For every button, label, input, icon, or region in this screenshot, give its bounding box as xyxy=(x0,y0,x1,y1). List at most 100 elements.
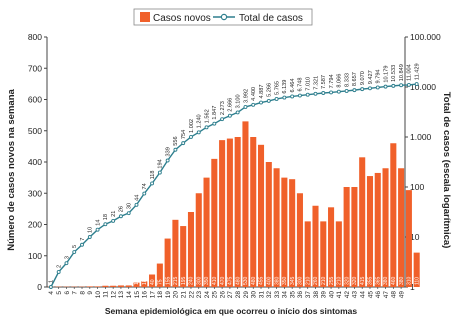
point-total-de-casos xyxy=(158,171,161,174)
x-tick-label: 7 xyxy=(72,291,79,295)
point-total-de-casos xyxy=(244,105,247,108)
bar-casos-novos xyxy=(383,168,389,287)
bar-casos-novos xyxy=(312,206,318,287)
point-total-de-casos xyxy=(143,192,146,195)
x-tick-label: 31 xyxy=(258,291,265,299)
x-tick-label: 45 xyxy=(367,291,374,299)
bar-value-label: 210 xyxy=(321,276,327,285)
x-tick-label: 40 xyxy=(328,291,335,299)
point-total-de-casos xyxy=(275,97,278,100)
point-total-de-casos xyxy=(415,83,418,86)
bar-value-label: 260 xyxy=(313,276,319,285)
x-tick-label: 8 xyxy=(79,291,86,295)
x-tick-label: 48 xyxy=(391,291,398,299)
point-total-de-casos xyxy=(166,159,169,162)
total-de-casos-label: 7.587 xyxy=(321,75,327,89)
bar-value-label: 355 xyxy=(368,276,374,285)
x-tick-label: 26 xyxy=(219,291,226,299)
total-de-casos-label: 9.794 xyxy=(376,69,382,83)
bar-casos-novos xyxy=(328,207,334,287)
bar-casos-novos xyxy=(258,145,264,287)
point-total-de-casos xyxy=(73,251,76,254)
bar-value-label: 215 xyxy=(173,276,179,285)
total-de-casos-label: 2.666 xyxy=(228,98,234,112)
x-tick-label: 36 xyxy=(297,291,304,299)
bar-casos-novos xyxy=(87,286,93,287)
point-total-de-casos xyxy=(400,84,403,87)
point-total-de-casos xyxy=(189,135,192,138)
x-tick-label: 41 xyxy=(336,291,343,299)
total-de-casos-label: 3.100 xyxy=(235,94,241,108)
total-de-casos-label: 10.533 xyxy=(391,65,397,82)
x-tick-label: 15 xyxy=(134,291,141,299)
point-total-de-casos xyxy=(361,88,364,91)
x-tick-label: 44 xyxy=(359,291,366,299)
legend-marker-total-de-casos xyxy=(221,14,226,19)
bar-value-label: 415 xyxy=(360,276,366,285)
legend-swatch-casos-novos xyxy=(140,12,150,22)
point-total-de-casos xyxy=(49,286,52,289)
bar-casos-novos xyxy=(219,140,225,287)
bar-value-label: 475 xyxy=(228,276,234,285)
total-de-casos-label: 14 xyxy=(95,219,101,225)
total-de-casos-label: 74 xyxy=(142,183,148,189)
x-tick-label: 37 xyxy=(305,291,312,299)
bar-casos-novos xyxy=(289,179,295,287)
total-de-casos-label: 6.139 xyxy=(282,80,288,94)
y-left-tick-label: 600 xyxy=(28,95,42,105)
x-axis-title: Semana epidemiológica em que ocorreu o i… xyxy=(105,306,358,316)
x-tick-label: 24 xyxy=(204,291,211,299)
bar-casos-novos xyxy=(211,159,217,287)
bar-casos-novos xyxy=(242,121,248,287)
total-de-casos-label: 11.429 xyxy=(414,63,420,80)
x-tick-label: 14 xyxy=(126,291,133,299)
point-total-de-casos xyxy=(260,101,263,104)
total-de-casos-label: 11.004 xyxy=(407,64,413,81)
point-total-de-casos xyxy=(291,95,294,98)
x-tick-label: 33 xyxy=(274,291,281,299)
total-de-casos-label: 2.273 xyxy=(220,101,226,115)
point-total-de-casos xyxy=(298,94,301,97)
bar-casos-novos xyxy=(266,162,272,287)
legend: Casos novos Total de casos xyxy=(134,9,312,25)
y-left-tick-label: 700 xyxy=(28,63,42,73)
bar-value-label: 5 xyxy=(119,282,125,285)
point-total-de-casos xyxy=(345,89,348,92)
total-de-casos-label: 10.179 xyxy=(383,66,389,83)
total-de-casos-label: 7 xyxy=(80,238,86,241)
x-tick-label: 22 xyxy=(188,291,195,299)
point-total-de-casos xyxy=(236,111,239,114)
bar-value-label: 240 xyxy=(189,276,195,285)
y-left-tick-label: 300 xyxy=(28,188,42,198)
total-de-casos-label: 3.992 xyxy=(243,89,249,103)
bar-value-label: 365 xyxy=(375,276,381,285)
total-de-casos-label: 7.321 xyxy=(313,76,319,90)
bar-casos-novos xyxy=(359,157,365,287)
point-total-de-casos xyxy=(151,182,154,185)
bar-value-label: 310 xyxy=(407,276,413,285)
x-tick-label: 17 xyxy=(149,291,156,299)
total-de-casos-label: 556 xyxy=(173,136,179,145)
point-total-de-casos xyxy=(57,270,60,273)
y-right-tick-label: 100.000 xyxy=(410,32,441,42)
y-left-tick-label: 500 xyxy=(28,126,42,136)
y-axis-left-title: Número de casos novos na semana xyxy=(6,89,17,251)
x-tick-label: 23 xyxy=(196,291,203,299)
y-left-tick-label: 800 xyxy=(28,32,42,42)
x-tick-label: 19 xyxy=(165,291,172,299)
point-total-de-casos xyxy=(182,142,185,145)
bar-value-label: 400 xyxy=(267,276,273,285)
total-de-casos-label: 44 xyxy=(134,195,140,201)
point-total-de-casos xyxy=(65,262,68,265)
y-left-tick-label: 200 xyxy=(28,220,42,230)
bar-casos-novos xyxy=(375,173,381,287)
bar-value-label: 1 xyxy=(64,282,70,285)
bar-value-label: 350 xyxy=(282,276,288,285)
point-total-de-casos xyxy=(353,89,356,92)
bar-casos-novos xyxy=(274,168,280,287)
x-tick-label: 21 xyxy=(180,291,187,299)
bar-value-label: 40 xyxy=(150,279,156,285)
total-de-casos-label: 6.748 xyxy=(298,78,304,92)
bar-value-label: 320 xyxy=(352,276,358,285)
